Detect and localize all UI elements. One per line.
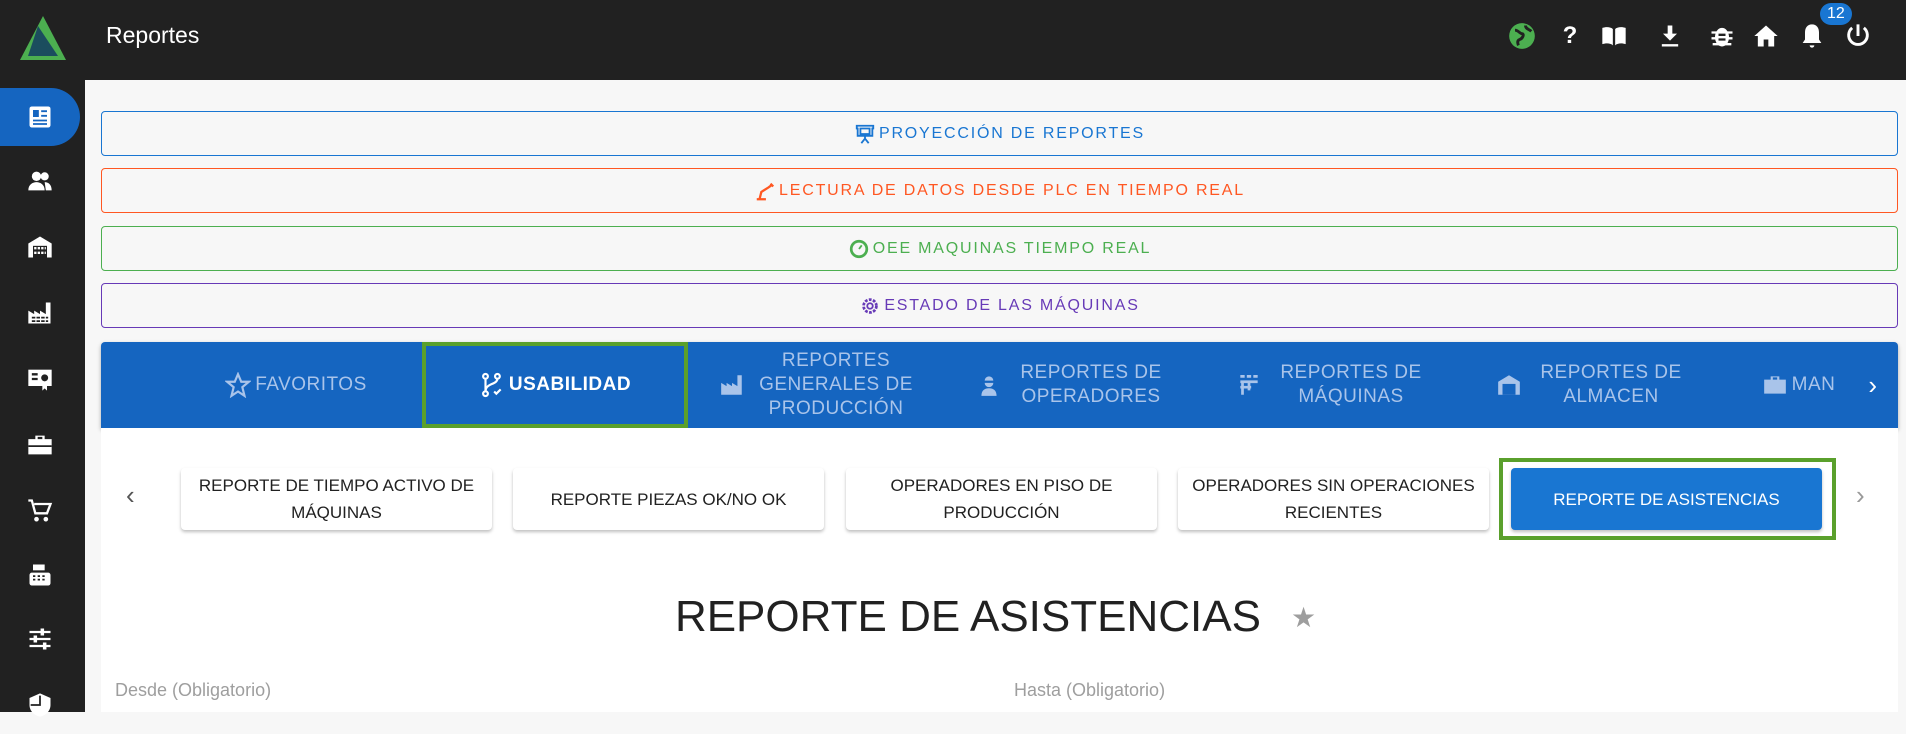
- tune-icon: [29, 628, 51, 650]
- to-date-label: Hasta (Obligatorio): [1014, 680, 1166, 700]
- sidebar-item-warehouse[interactable]: [0, 218, 80, 276]
- tab-reportes-operadores[interactable]: REPORTES DE OPERADORES: [961, 342, 1191, 428]
- sidebar-item-security[interactable]: [0, 676, 80, 734]
- report-card-operadores-sin-operaciones[interactable]: OPERADORES SIN OPERACIONES RECIENTES: [1178, 468, 1489, 530]
- presentation-icon: [855, 124, 875, 144]
- warehouse-icon: [28, 236, 52, 258]
- users-icon: [28, 171, 52, 191]
- tab-reportes-generales[interactable]: REPORTES GENERALES DE PRODUCCIÓN: [701, 342, 941, 428]
- tab-reportes-almacen[interactable]: REPORTES DE ALMACEN: [1481, 342, 1711, 428]
- report-card-asistencias[interactable]: REPORTE DE ASISTENCIAS: [1511, 468, 1822, 530]
- highlight-frame: [1499, 458, 1836, 540]
- source-branch-check-icon: [481, 372, 502, 398]
- cart-icon: [28, 499, 53, 522]
- sidebar-item-tune[interactable]: [0, 610, 80, 668]
- notification-badge: 12: [1820, 3, 1852, 25]
- download-icon[interactable]: [1656, 22, 1684, 50]
- toolbox-icon: [28, 435, 52, 455]
- tab-reportes-maquinas[interactable]: REPORTES DE MÁQUINAS: [1221, 342, 1451, 428]
- gauge-icon: [849, 239, 868, 258]
- report-category-tabs: FAVORITOS USABILIDAD REPORTES GENERALES …: [101, 342, 1898, 428]
- page-title: Reportes: [106, 22, 200, 48]
- sidebar-item-users[interactable]: [0, 152, 80, 210]
- tab-favoritos[interactable]: FAVORITOS: [211, 342, 381, 428]
- favorite-star-icon[interactable]: ★: [1290, 601, 1317, 633]
- report-card-operadores-piso[interactable]: OPERADORES EN PISO DE PRODUCCIÓN: [846, 468, 1157, 530]
- toolbox-icon: [1763, 376, 1786, 394]
- tab-usabilidad[interactable]: USABILIDAD: [422, 342, 688, 428]
- worker-icon: [981, 376, 997, 396]
- tab-mantenimiento[interactable]: MAN: [1751, 342, 1846, 428]
- book-icon[interactable]: [1600, 22, 1628, 50]
- sidebar-item-certificate[interactable]: [0, 350, 80, 408]
- report-card-tiempo-activo[interactable]: REPORTE DE TIEMPO ACTIVO DE MÁQUINAS: [181, 468, 492, 530]
- machine-status-button[interactable]: ESTADO DE LAS MÁQUINAS: [101, 283, 1898, 328]
- oee-realtime-button[interactable]: OEE MAQUINAS TIEMPO REAL: [101, 226, 1898, 271]
- factory-icon: [720, 375, 742, 395]
- bug-icon[interactable]: [1708, 22, 1736, 50]
- report-title: REPORTE DE ASISTENCIAS: [674, 592, 1261, 641]
- report-title-row: REPORTE DE ASISTENCIAS ★: [85, 592, 1906, 642]
- machine-icon: [1240, 374, 1258, 395]
- bell-icon[interactable]: [1798, 22, 1826, 50]
- warehouse-icon: [1498, 375, 1520, 395]
- certificate-icon: [28, 369, 52, 391]
- sidebar-item-factory[interactable]: [0, 284, 80, 342]
- sidebar: [0, 80, 85, 717]
- report-card-piezas[interactable]: REPORTE PIEZAS OK/NO OK: [513, 468, 824, 530]
- carousel-prev-chevron-icon[interactable]: ‹: [126, 480, 135, 510]
- cash-register-icon: [29, 564, 51, 586]
- sidebar-item-cart[interactable]: [0, 482, 80, 540]
- app-header: Reportes ? 12: [0, 0, 1906, 80]
- robot-arm-icon: [756, 182, 775, 200]
- star-outline-icon: [225, 372, 252, 398]
- projection-reports-button[interactable]: PROYECCIÓN DE REPORTES: [101, 111, 1898, 156]
- app-logo: [20, 16, 66, 60]
- gear-icon: [862, 297, 879, 314]
- carousel-next-chevron-icon[interactable]: ›: [1856, 480, 1865, 510]
- plc-realtime-button[interactable]: LECTURA DE DATOS DESDE PLC EN TIEMPO REA…: [101, 168, 1898, 213]
- sidebar-item-reports[interactable]: [0, 88, 80, 146]
- help-icon[interactable]: ?: [1562, 22, 1578, 49]
- newspaper-icon: [29, 106, 51, 128]
- from-date-label: Desde (Obligatorio): [115, 680, 272, 700]
- factory-icon: [28, 302, 51, 324]
- tabs-next-chevron-icon[interactable]: ›: [1868, 370, 1878, 400]
- sidebar-item-cash-register[interactable]: [0, 546, 80, 604]
- home-icon[interactable]: [1752, 22, 1780, 50]
- globe-icon[interactable]: [1508, 22, 1536, 50]
- power-icon[interactable]: [1844, 22, 1872, 50]
- sidebar-item-toolbox[interactable]: [0, 416, 80, 474]
- shield-icon: [29, 693, 51, 717]
